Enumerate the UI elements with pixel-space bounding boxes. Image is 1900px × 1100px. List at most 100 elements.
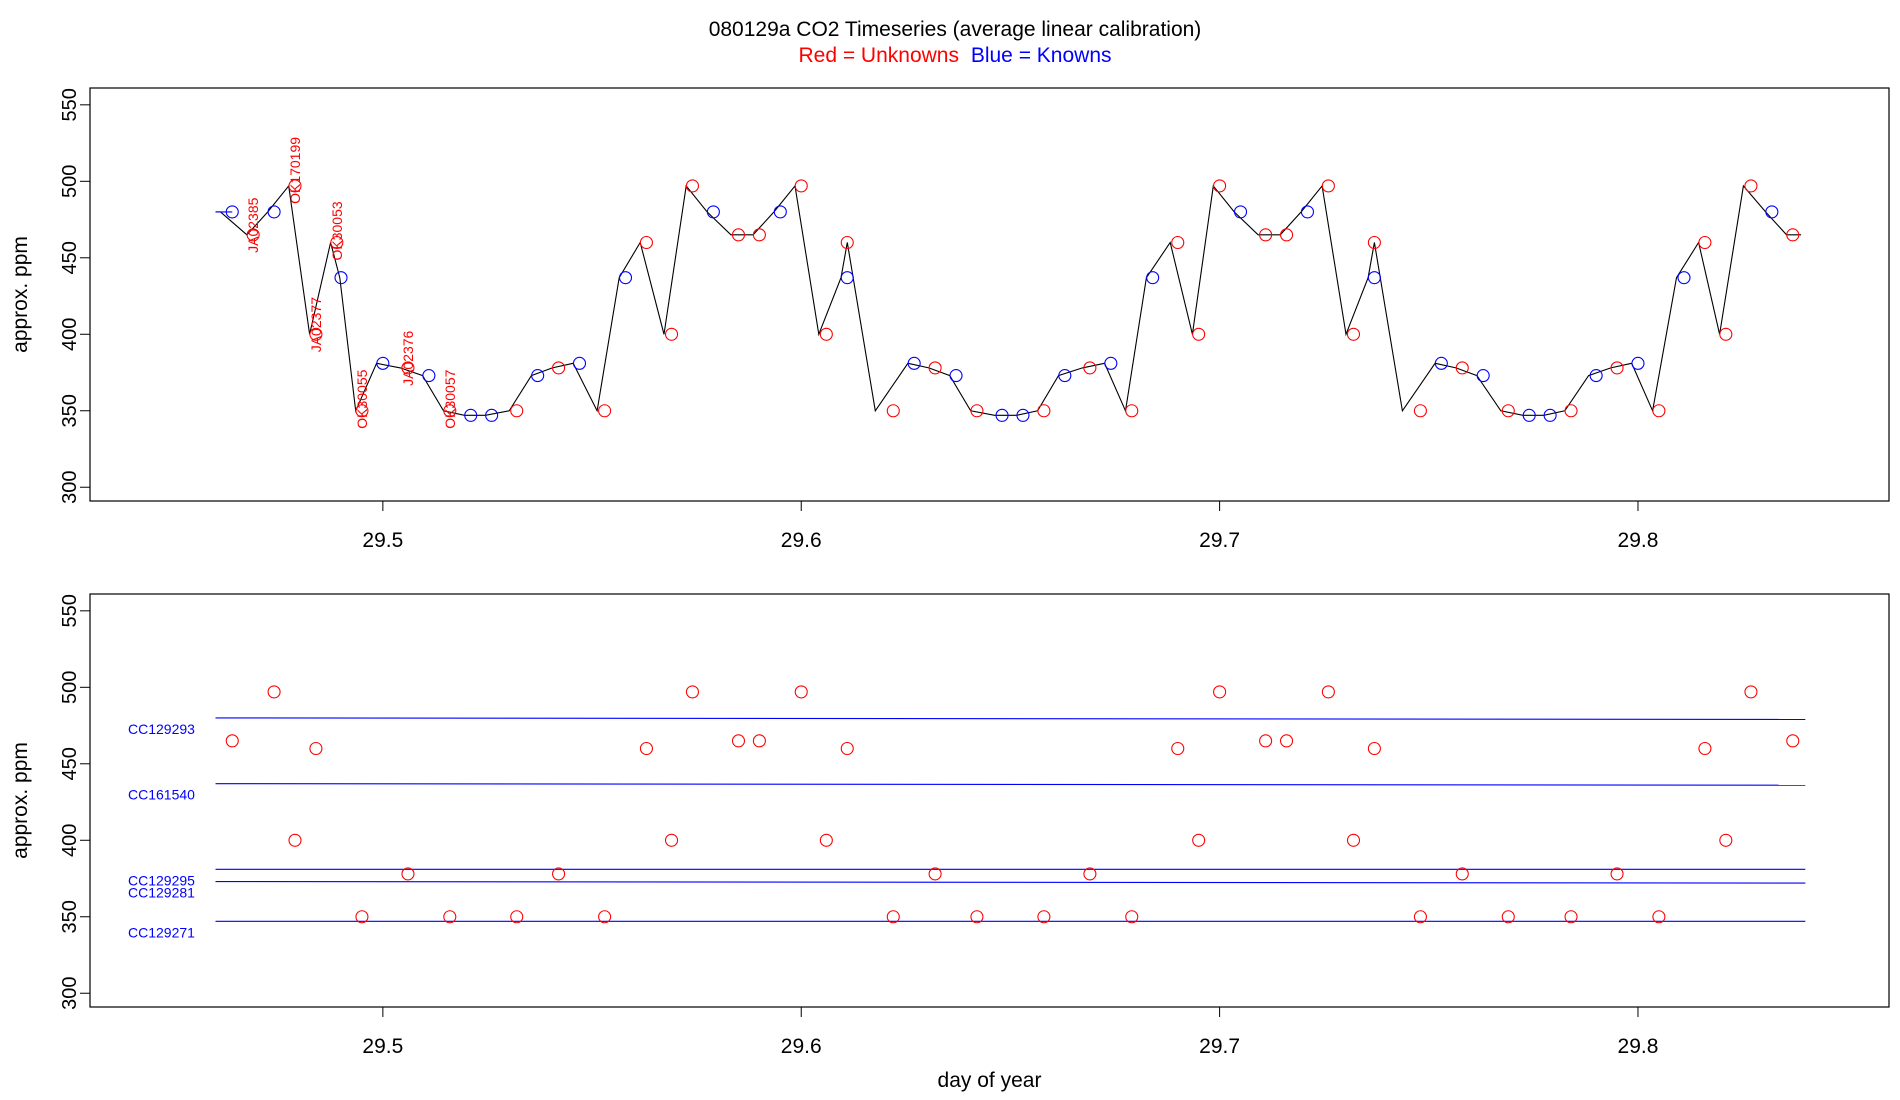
y-tick-label: 400 <box>59 824 81 857</box>
unknown-point <box>1413 404 1427 418</box>
unknown-point <box>1321 685 1335 699</box>
unknown-point <box>1083 867 1097 881</box>
known-point <box>1146 271 1160 285</box>
unknown-point <box>886 404 900 418</box>
x-tick-label: 29.8 <box>1618 529 1659 552</box>
unknown-point <box>1346 327 1361 341</box>
unknown-point <box>819 327 833 341</box>
unknown-point <box>552 361 566 375</box>
y-tick-label: 450 <box>59 747 81 780</box>
unknown-point <box>443 910 457 924</box>
known-point <box>706 205 720 219</box>
unknown-point <box>731 734 746 748</box>
unknown-point <box>1171 741 1185 756</box>
unknown-point <box>401 867 415 881</box>
y-tick-label: 550 <box>59 88 81 121</box>
y-tick-label: 300 <box>59 471 81 504</box>
plot-frame <box>89 593 1890 1008</box>
known-point <box>1476 369 1490 383</box>
sample-id-label: OK30055 <box>354 369 370 428</box>
top-panel-timeseries: 300 350 400 450 500 550 29.5 29.6 29.7 29.8 approx… <box>9 87 1890 552</box>
y-tick-label: 500 <box>59 165 81 198</box>
unknown-point <box>970 910 984 924</box>
known-point <box>840 271 854 285</box>
unknown-point <box>1652 404 1666 418</box>
sample-id-label: OK30057 <box>442 369 458 428</box>
known-point <box>485 408 499 422</box>
unknown-point <box>598 910 612 924</box>
unknown-point <box>225 734 239 748</box>
known-point <box>572 356 587 370</box>
unknown-point <box>1719 833 1733 847</box>
unknown-point <box>355 910 369 924</box>
unknown-point <box>1213 685 1227 699</box>
unknown-point <box>288 833 302 847</box>
plot-frame <box>89 87 1890 502</box>
unknown-point <box>288 179 302 193</box>
x-tick-label: 29.6 <box>781 1035 822 1058</box>
unknown-point <box>639 235 653 250</box>
sample-id-label: JA02376 <box>400 330 416 385</box>
known-point <box>334 271 348 285</box>
unknown-point <box>1037 910 1051 924</box>
known-point <box>1300 205 1315 219</box>
unknown-point <box>1455 867 1469 881</box>
unknown-point <box>1279 228 1294 242</box>
known-point <box>1104 356 1118 370</box>
y-tick-label: 350 <box>59 900 81 933</box>
unknown-point <box>794 179 808 193</box>
unknown-point <box>1213 179 1227 193</box>
unknown-point <box>1786 734 1800 748</box>
known-point <box>949 369 963 383</box>
unknown-point <box>309 327 323 341</box>
unknown-point <box>1455 361 1469 375</box>
known-point <box>1522 408 1536 422</box>
x-tick-label: 29.5 <box>362 1035 403 1058</box>
unknown-point <box>664 833 679 847</box>
known-point <box>1589 369 1603 383</box>
unknown-point <box>1259 734 1273 748</box>
unknown-point <box>598 404 612 418</box>
unknown-point <box>840 741 854 756</box>
known-point <box>267 205 281 219</box>
y-tick-label: 400 <box>59 318 81 351</box>
unknown-point <box>1125 404 1139 418</box>
known-point <box>1765 205 1779 219</box>
known-point <box>1434 356 1448 370</box>
x-axis-label: day of year <box>938 1069 1042 1092</box>
unknown-point <box>1346 833 1361 847</box>
y-tick-label: 500 <box>59 671 81 704</box>
unknown-point <box>1564 910 1578 924</box>
unknown-point <box>1192 327 1206 341</box>
sample-id-label: OK170199 <box>287 137 303 204</box>
unknown-point <box>1083 361 1097 375</box>
unknown-point <box>1171 235 1185 250</box>
sample-id-label: JA02385 <box>245 197 261 252</box>
x-tick-label: 29.7 <box>1199 1035 1240 1058</box>
reference-standard-label: CC161540 <box>128 787 195 803</box>
unknown-point <box>1786 228 1800 242</box>
known-point <box>531 369 545 383</box>
x-tick-label: 29.6 <box>781 529 822 552</box>
x-tick-label: 29.5 <box>362 529 403 552</box>
reference-standard-label: CC129293 <box>128 721 195 737</box>
unknown-point <box>510 910 524 924</box>
sample-id-label: JA02377 <box>308 297 324 352</box>
sample-id-label: OK30053 <box>329 201 345 260</box>
unknown-point <box>510 404 524 418</box>
unknown-point <box>840 235 854 250</box>
unknown-point <box>1367 741 1381 756</box>
unknown-point <box>267 685 281 699</box>
unknown-point <box>1719 327 1733 341</box>
unknown-point <box>1698 741 1712 756</box>
unknown-point <box>639 741 653 756</box>
unknown-point <box>685 685 700 699</box>
unknown-point <box>330 235 344 250</box>
unknown-point <box>664 327 679 341</box>
unknown-point <box>1564 404 1578 418</box>
unknown-point <box>355 404 369 418</box>
known-point <box>376 356 390 370</box>
unknown-point <box>443 404 457 418</box>
known-point <box>995 408 1009 422</box>
unknown-point <box>1610 867 1624 881</box>
